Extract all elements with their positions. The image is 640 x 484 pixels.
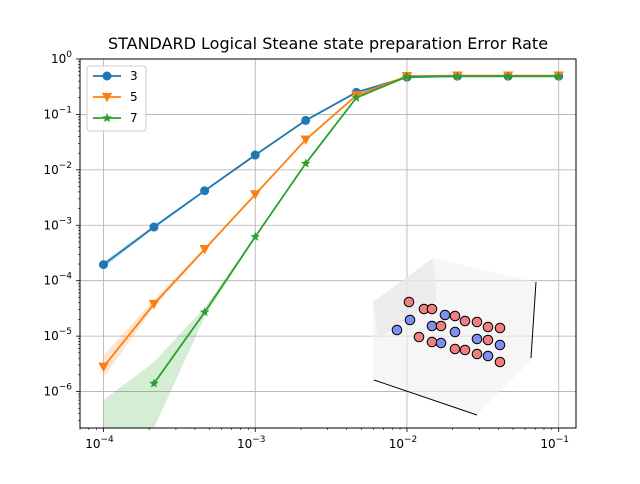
- lattice-node: [482, 334, 494, 346]
- legend-label-5: 5: [130, 90, 138, 104]
- legend: 3 5 7: [86, 65, 147, 132]
- tick-label: 100: [51, 50, 72, 66]
- data-point-7: [199, 307, 210, 317]
- data-point-7: [452, 71, 463, 81]
- axes-frame: [79, 58, 577, 429]
- tick-label: 10−3: [237, 435, 266, 451]
- code-lattice-3d-icon: [373, 258, 537, 416]
- lattice-node: [494, 322, 506, 334]
- lattice-node: [482, 350, 494, 362]
- tick-label: 10−4: [85, 435, 114, 451]
- tick-label: 10−5: [43, 327, 72, 343]
- data-point-3: [149, 222, 159, 232]
- tick-label: 10−1: [43, 105, 72, 121]
- data-point-3: [301, 115, 311, 125]
- lattice-node: [449, 326, 461, 338]
- lattice-node: [435, 337, 447, 349]
- lattice-node: [439, 309, 451, 321]
- data-point-5: [250, 190, 261, 200]
- data-point-5: [148, 299, 160, 310]
- lattice-node: [494, 356, 506, 368]
- legend-marker-3: [102, 71, 112, 81]
- data-point-7: [149, 378, 159, 388]
- data-point-7: [503, 71, 513, 81]
- legend-label-3: 3: [130, 69, 138, 83]
- lattice-node: [426, 303, 438, 315]
- data-point-3: [200, 186, 210, 196]
- tick-label: 10−4: [43, 272, 72, 288]
- tick-label: 10−6: [43, 383, 72, 399]
- data-point-7: [402, 71, 412, 81]
- lattice-node: [449, 310, 461, 322]
- tick-label: 10−1: [540, 435, 569, 451]
- lattice-node: [435, 320, 447, 332]
- lattice-node: [449, 343, 461, 355]
- lattice-node: [426, 336, 438, 348]
- lattice-node: [404, 314, 416, 326]
- data-point-3: [99, 260, 109, 270]
- lattice-node: [403, 296, 415, 308]
- data-point-5: [300, 135, 311, 145]
- legend-marker-5: [101, 92, 113, 103]
- plot-area: 10−4 10−3 10−2 10−1 100 10−1 10−2 10−3 10−4 10−5 1…: [43, 50, 577, 451]
- lattice-node: [471, 316, 483, 328]
- data-point-3: [250, 150, 260, 160]
- lattice-node: [471, 333, 483, 345]
- legend-label-7: 7: [130, 111, 138, 125]
- data-point-7: [553, 71, 564, 81]
- legend-marker-7: [102, 113, 112, 123]
- lattice-node: [459, 315, 471, 327]
- data-point-7: [351, 92, 362, 102]
- lattice-node: [471, 348, 483, 360]
- tick-label: 10−2: [389, 435, 418, 451]
- chart-title: STANDARD Logical Steane state preparatio…: [108, 34, 548, 53]
- lattice-node: [482, 321, 494, 333]
- series-layer: [98, 71, 564, 428]
- data-point-7: [250, 231, 260, 241]
- data-point-5: [199, 245, 210, 255]
- lattice-node: [494, 339, 506, 351]
- lattice-node: [426, 320, 438, 332]
- lattice-node: [413, 331, 425, 343]
- tick-label: 10−3: [43, 216, 72, 232]
- data-point-5: [98, 362, 109, 372]
- data-point-7: [300, 158, 311, 168]
- confidence-band-7: [103, 75, 559, 428]
- lattice-node: [459, 344, 471, 356]
- tick-label: 10−2: [43, 161, 72, 177]
- lattice-node: [391, 324, 403, 336]
